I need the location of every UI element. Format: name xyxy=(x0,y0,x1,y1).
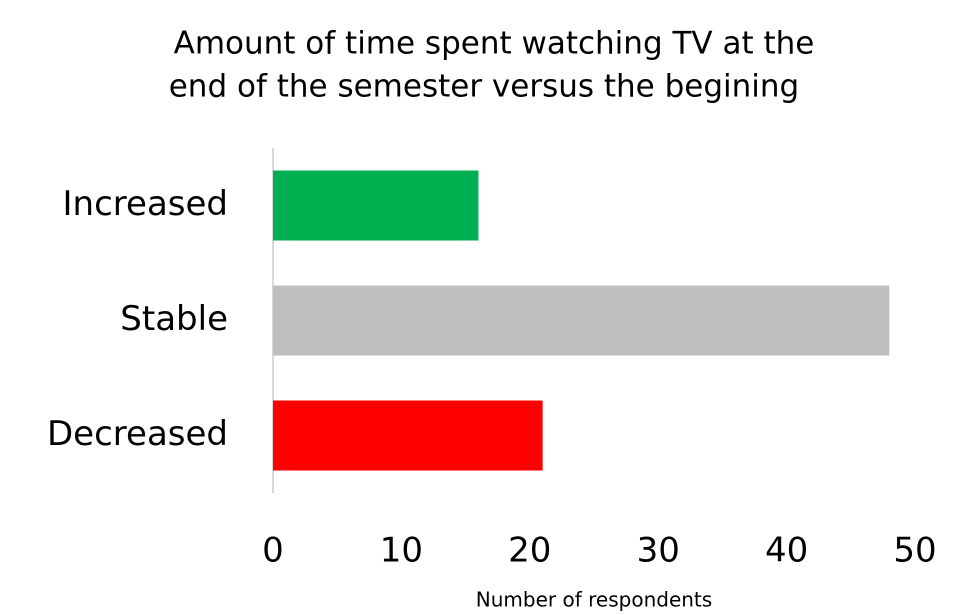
y-tick-label: Increased xyxy=(63,184,228,224)
x-tick-label: 0 xyxy=(262,531,284,571)
chart-title: end of the semester versus the begining xyxy=(169,69,800,105)
x-tick-label: 10 xyxy=(380,531,423,571)
y-tick-label: Stable xyxy=(120,299,228,339)
bar xyxy=(273,400,543,471)
chart-title: Amount of time spent watching TV at the xyxy=(174,26,815,62)
x-tick-label: 40 xyxy=(765,531,808,571)
y-tick-label: Decreased xyxy=(47,414,228,454)
x-axis-label: Number of respondents xyxy=(476,588,712,612)
x-tick-label: 20 xyxy=(508,531,551,571)
x-tick-label: 30 xyxy=(637,531,680,571)
x-tick-label: 50 xyxy=(893,531,936,571)
bar xyxy=(273,285,890,356)
bar xyxy=(273,170,479,241)
